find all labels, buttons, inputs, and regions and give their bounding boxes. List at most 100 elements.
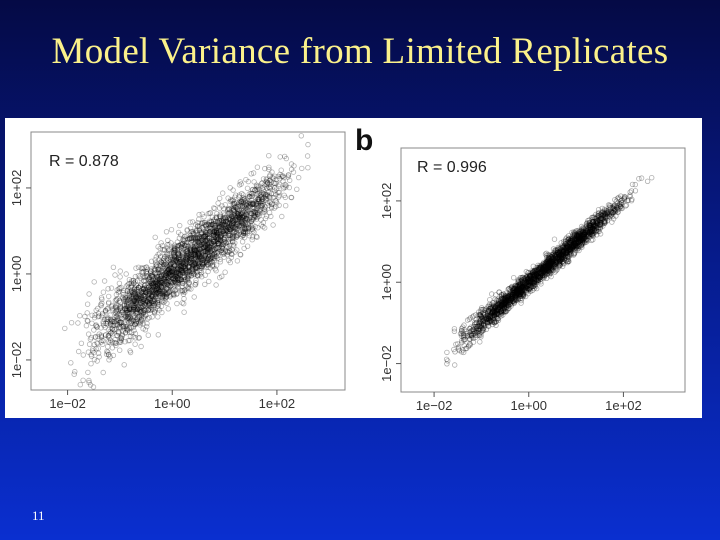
data-point bbox=[260, 196, 266, 202]
data-point bbox=[188, 228, 194, 235]
data-point bbox=[179, 283, 185, 290]
data-point bbox=[135, 293, 141, 300]
data-point bbox=[152, 293, 159, 300]
data-point bbox=[140, 286, 147, 293]
data-point bbox=[119, 315, 125, 322]
data-point bbox=[267, 185, 273, 192]
data-point bbox=[172, 247, 178, 254]
data-point bbox=[163, 274, 169, 281]
data-point bbox=[237, 228, 244, 234]
data-point bbox=[203, 251, 209, 257]
data-point bbox=[154, 288, 161, 294]
data-point bbox=[179, 259, 186, 266]
data-point bbox=[226, 210, 232, 216]
data-point bbox=[156, 289, 163, 295]
data-point bbox=[222, 232, 228, 238]
data-point bbox=[205, 254, 211, 260]
data-point bbox=[251, 209, 258, 215]
data-point bbox=[147, 278, 153, 285]
data-point bbox=[155, 332, 161, 338]
data-point bbox=[153, 280, 159, 287]
slide-number: 11 bbox=[32, 508, 45, 523]
data-point bbox=[234, 217, 241, 223]
data-point bbox=[181, 274, 188, 280]
data-point bbox=[86, 377, 92, 384]
data-point bbox=[143, 273, 150, 279]
data-point bbox=[152, 267, 158, 273]
data-point bbox=[87, 382, 94, 388]
data-point bbox=[245, 198, 251, 205]
data-point bbox=[140, 269, 146, 276]
data-point bbox=[191, 261, 197, 267]
data-point bbox=[145, 332, 151, 338]
data-point bbox=[117, 304, 124, 311]
data-point bbox=[192, 282, 198, 288]
data-point bbox=[240, 229, 247, 235]
data-point bbox=[167, 261, 173, 267]
data-point bbox=[146, 307, 152, 314]
data-point bbox=[282, 153, 288, 160]
data-point bbox=[233, 224, 239, 230]
data-point bbox=[253, 233, 260, 240]
data-point bbox=[243, 215, 250, 222]
data-point bbox=[259, 203, 265, 209]
data-point bbox=[215, 240, 222, 246]
data-point bbox=[134, 299, 141, 305]
data-point bbox=[275, 183, 282, 189]
data-point bbox=[222, 227, 228, 233]
data-point bbox=[140, 288, 147, 294]
data-point bbox=[201, 259, 207, 266]
data-point bbox=[128, 283, 135, 290]
data-point bbox=[161, 288, 168, 294]
data-point bbox=[198, 263, 204, 270]
data-point bbox=[203, 223, 209, 229]
data-point bbox=[262, 165, 268, 172]
data-point bbox=[161, 247, 168, 254]
data-point bbox=[234, 232, 241, 239]
data-point bbox=[246, 200, 253, 207]
data-point bbox=[92, 334, 98, 340]
data-point bbox=[253, 216, 260, 222]
data-point bbox=[84, 310, 90, 316]
data-point bbox=[186, 264, 192, 271]
data-point bbox=[181, 263, 187, 270]
data-point bbox=[240, 221, 246, 227]
data-point bbox=[122, 305, 129, 312]
data-point bbox=[151, 301, 158, 307]
data-point bbox=[135, 306, 141, 312]
data-point bbox=[184, 272, 191, 278]
data-point bbox=[239, 210, 245, 217]
data-point bbox=[487, 296, 493, 303]
x-tick-label: 1e+00 bbox=[154, 396, 191, 411]
data-point bbox=[200, 244, 207, 250]
data-point bbox=[150, 282, 156, 289]
data-point bbox=[238, 218, 244, 225]
data-point bbox=[203, 222, 209, 228]
data-point bbox=[286, 184, 292, 191]
data-point bbox=[199, 260, 206, 266]
data-point bbox=[267, 199, 273, 205]
data-point bbox=[158, 259, 164, 265]
data-point bbox=[156, 297, 162, 304]
data-point bbox=[444, 349, 450, 356]
data-point bbox=[264, 213, 270, 219]
data-point bbox=[146, 306, 152, 312]
data-point bbox=[231, 202, 237, 208]
data-point bbox=[124, 305, 130, 311]
data-point bbox=[256, 209, 263, 215]
data-point bbox=[117, 307, 124, 313]
data-point bbox=[209, 240, 215, 247]
data-point bbox=[183, 255, 189, 261]
data-point bbox=[222, 234, 228, 240]
data-point bbox=[149, 314, 155, 320]
data-point bbox=[212, 223, 218, 229]
data-point bbox=[185, 269, 191, 275]
data-point bbox=[207, 265, 213, 271]
data-point bbox=[213, 238, 220, 244]
data-point bbox=[231, 229, 238, 235]
data-point bbox=[164, 281, 170, 288]
data-point bbox=[154, 296, 160, 302]
data-point bbox=[176, 275, 183, 281]
data-point bbox=[230, 207, 237, 213]
data-point bbox=[199, 224, 206, 231]
